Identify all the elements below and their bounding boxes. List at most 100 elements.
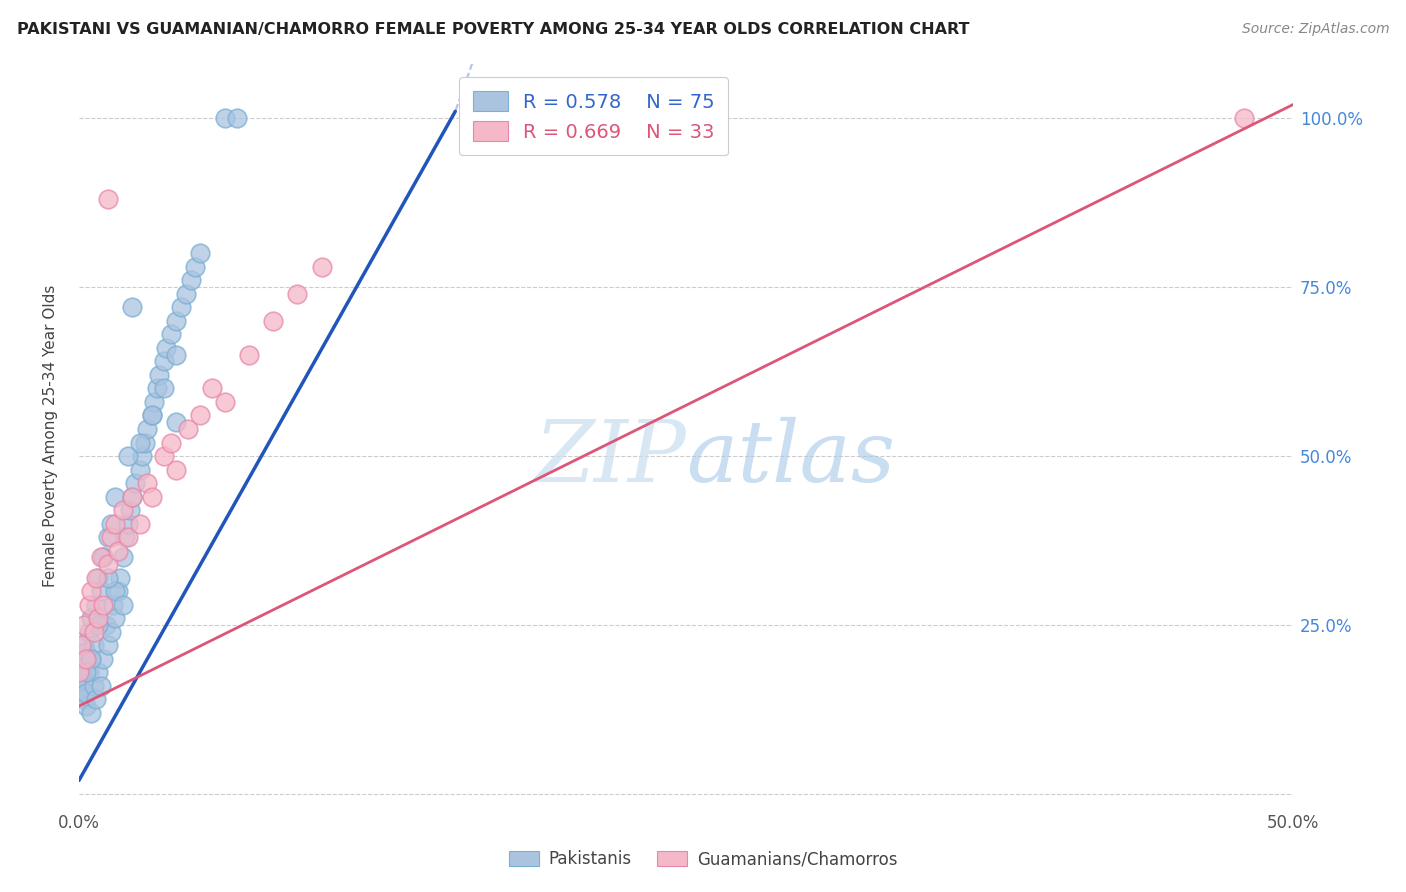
Point <box>114 530 136 544</box>
Text: atlas: atlas <box>686 417 896 500</box>
Point <box>188 246 211 260</box>
Point <box>131 449 153 463</box>
Point <box>117 516 139 531</box>
Point <box>67 665 90 680</box>
Text: ZIP: ZIP <box>534 417 686 500</box>
Point <box>84 571 107 585</box>
Point <box>165 348 187 362</box>
Point <box>73 638 96 652</box>
Point <box>128 435 150 450</box>
Legend: Pakistanis, Guamanians/Chamorros: Pakistanis, Guamanians/Chamorros <box>502 844 904 875</box>
Point <box>83 679 105 693</box>
Point <box>73 692 96 706</box>
Point <box>121 490 143 504</box>
Text: Source: ZipAtlas.com: Source: ZipAtlas.com <box>1241 22 1389 37</box>
Point <box>180 273 202 287</box>
Point <box>153 354 176 368</box>
Point <box>70 658 93 673</box>
Point <box>80 652 103 666</box>
Point <box>136 476 159 491</box>
Point <box>107 543 129 558</box>
Point <box>80 706 103 720</box>
Point <box>214 395 236 409</box>
Point <box>80 584 103 599</box>
Point <box>73 618 96 632</box>
Point <box>104 516 127 531</box>
Point <box>160 435 183 450</box>
Point <box>262 314 284 328</box>
Point <box>311 260 333 274</box>
Point <box>75 645 97 659</box>
Point <box>75 685 97 699</box>
Point <box>165 314 187 328</box>
Point <box>77 665 100 680</box>
Point <box>225 111 247 125</box>
Point <box>141 409 163 423</box>
Point <box>90 584 112 599</box>
Point <box>67 665 90 680</box>
Point <box>165 462 187 476</box>
Point <box>75 665 97 680</box>
Point <box>143 395 166 409</box>
Point <box>84 598 107 612</box>
Point <box>170 301 193 315</box>
Point <box>141 490 163 504</box>
Point <box>101 598 124 612</box>
Point <box>118 503 141 517</box>
Point <box>214 111 236 125</box>
Point <box>148 368 170 382</box>
Point <box>94 618 117 632</box>
Point <box>153 449 176 463</box>
Legend: R = 0.578    N = 75, R = 0.669    N = 33: R = 0.578 N = 75, R = 0.669 N = 33 <box>458 78 728 155</box>
Text: PAKISTANI VS GUAMANIAN/CHAMORRO FEMALE POVERTY AMONG 25-34 YEAR OLDS CORRELATION: PAKISTANI VS GUAMANIAN/CHAMORRO FEMALE P… <box>17 22 969 37</box>
Point <box>124 476 146 491</box>
Point <box>188 409 211 423</box>
Point <box>128 462 150 476</box>
Point <box>73 672 96 686</box>
Point <box>91 550 114 565</box>
Point <box>174 286 197 301</box>
Point <box>97 557 120 571</box>
Point <box>84 692 107 706</box>
Point <box>117 449 139 463</box>
Point <box>97 571 120 585</box>
Point <box>100 624 122 639</box>
Point <box>287 286 309 301</box>
Point <box>67 685 90 699</box>
Point <box>121 490 143 504</box>
Point <box>111 598 134 612</box>
Point <box>80 611 103 625</box>
Point <box>90 679 112 693</box>
Point <box>117 530 139 544</box>
Point <box>128 516 150 531</box>
Point <box>201 381 224 395</box>
Point <box>70 679 93 693</box>
Point <box>70 652 93 666</box>
Point <box>238 348 260 362</box>
Point <box>91 598 114 612</box>
Point <box>77 598 100 612</box>
Point <box>91 550 114 565</box>
Point <box>141 409 163 423</box>
Point <box>75 652 97 666</box>
Point <box>91 652 114 666</box>
Point <box>87 665 110 680</box>
Point <box>70 638 93 652</box>
Point <box>97 638 120 652</box>
Point <box>104 611 127 625</box>
Point <box>155 341 177 355</box>
Point <box>111 503 134 517</box>
Point <box>87 618 110 632</box>
Point <box>75 699 97 714</box>
Point <box>136 422 159 436</box>
Point <box>165 415 187 429</box>
Point <box>1233 111 1256 125</box>
Point <box>121 301 143 315</box>
Point <box>87 571 110 585</box>
Point <box>177 422 200 436</box>
Point <box>80 652 103 666</box>
Point <box>110 571 132 585</box>
Point <box>83 624 105 639</box>
Point <box>83 638 105 652</box>
Point <box>111 550 134 565</box>
